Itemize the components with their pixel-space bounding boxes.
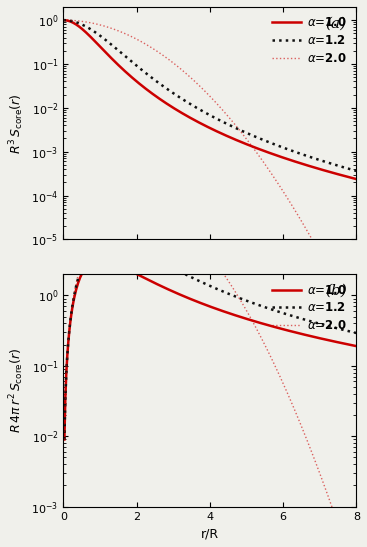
$\alpha$=$\mathbf{1.2}$: [294, 313, 298, 320]
$\alpha$=$\mathbf{2.0}$: [62, 436, 66, 443]
$\alpha$=$\mathbf{1.2}$: [236, 126, 240, 132]
$\alpha$=$\mathbf{1.0}$: [327, 168, 331, 175]
$\alpha$=$\mathbf{2.0}$: [135, 203, 139, 210]
Y-axis label: $R^3\,S_{\rm core}(r)$: $R^3\,S_{\rm core}(r)$: [7, 93, 26, 154]
$\alpha$=$\mathbf{2.0}$: [158, 209, 163, 216]
$\alpha$=$\mathbf{1.2}$: [219, 288, 224, 294]
Line: $\alpha$=$\mathbf{1.2}$: $\alpha$=$\mathbf{1.2}$: [63, 20, 356, 171]
$\alpha$=$\mathbf{1.0}$: [158, 282, 163, 289]
$\alpha$=$\mathbf{1.0}$: [62, 436, 66, 443]
$\alpha$=$\mathbf{1.2}$: [61, 17, 66, 24]
$\alpha$=$\mathbf{1.0}$: [98, 257, 102, 264]
Line: $\alpha$=$\mathbf{2.0}$: $\alpha$=$\mathbf{2.0}$: [63, 20, 356, 325]
$\alpha$=$\mathbf{1.0}$: [241, 139, 245, 146]
$\alpha$=$\mathbf{1.2}$: [158, 258, 163, 265]
Legend: $\alpha$=$\mathbf{1.0}$, $\alpha$=$\mathbf{1.2}$, $\alpha$=$\mathbf{2.0}$: $\alpha$=$\mathbf{1.0}$, $\alpha$=$\math…: [268, 13, 350, 68]
$\alpha$=$\mathbf{2.0}$: [235, 124, 239, 130]
$\alpha$=$\mathbf{1.0}$: [236, 137, 240, 144]
$\alpha$=$\mathbf{1.0}$: [354, 343, 359, 350]
$\alpha$=$\mathbf{1.0}$: [62, 17, 66, 24]
$\alpha$=$\mathbf{1.2}$: [247, 298, 251, 305]
$\alpha$=$\mathbf{2.0}$: [61, 17, 66, 24]
Line: $\alpha$=$\mathbf{1.2}$: $\alpha$=$\mathbf{1.2}$: [64, 241, 356, 439]
$\alpha$=$\mathbf{1.0}$: [247, 316, 251, 323]
$\alpha$=$\mathbf{1.0}$: [354, 176, 359, 182]
$\alpha$=$\mathbf{1.2}$: [108, 237, 113, 244]
$\alpha$=$\mathbf{1.2}$: [62, 17, 66, 24]
$\alpha$=$\mathbf{2.0}$: [325, 490, 329, 497]
$\alpha$=$\mathbf{1.0}$: [325, 336, 329, 343]
$\alpha$=$\mathbf{2.0}$: [247, 311, 251, 318]
$\alpha$=$\mathbf{2.0}$: [62, 17, 66, 24]
$\alpha$=$\mathbf{1.2}$: [308, 154, 313, 160]
$\alpha$=$\mathbf{1.0}$: [61, 17, 66, 24]
$\alpha$=$\mathbf{1.0}$: [69, 312, 73, 318]
Line: $\alpha$=$\mathbf{1.0}$: $\alpha$=$\mathbf{1.0}$: [63, 20, 356, 179]
X-axis label: r/R: r/R: [201, 527, 219, 540]
$\alpha$=$\mathbf{2.0}$: [236, 125, 240, 131]
Line: $\alpha$=$\mathbf{2.0}$: $\alpha$=$\mathbf{2.0}$: [64, 206, 356, 547]
$\alpha$=$\mathbf{1.0}$: [219, 307, 224, 314]
$\alpha$=$\mathbf{1.0}$: [308, 163, 313, 170]
$\alpha$=$\mathbf{1.2}$: [327, 160, 331, 166]
$\alpha$=$\mathbf{1.0}$: [294, 329, 298, 336]
Legend: $\alpha$=$\mathbf{1.0}$, $\alpha$=$\mathbf{1.2}$, $\alpha$=$\mathbf{2.0}$: $\alpha$=$\mathbf{1.0}$, $\alpha$=$\math…: [268, 280, 350, 336]
$\alpha$=$\mathbf{1.2}$: [354, 168, 359, 174]
Text: (b): (b): [326, 283, 348, 298]
$\alpha$=$\mathbf{1.2}$: [62, 436, 66, 443]
Text: (a): (a): [326, 16, 347, 30]
$\alpha$=$\mathbf{1.2}$: [235, 125, 239, 132]
$\alpha$=$\mathbf{1.2}$: [354, 330, 359, 336]
$\alpha$=$\mathbf{1.2}$: [325, 322, 329, 329]
$\alpha$=$\mathbf{2.0}$: [308, 233, 313, 240]
$\alpha$=$\mathbf{2.0}$: [219, 267, 224, 274]
$\alpha$=$\mathbf{2.0}$: [294, 409, 298, 416]
$\alpha$=$\mathbf{2.0}$: [354, 322, 359, 328]
$\alpha$=$\mathbf{2.0}$: [241, 131, 245, 137]
Line: $\alpha$=$\mathbf{1.0}$: $\alpha$=$\mathbf{1.0}$: [64, 260, 356, 439]
$\alpha$=$\mathbf{2.0}$: [327, 267, 331, 274]
$\alpha$=$\mathbf{1.2}$: [69, 310, 73, 317]
$\alpha$=$\mathbf{1.0}$: [235, 137, 239, 143]
$\alpha$=$\mathbf{2.0}$: [69, 310, 73, 316]
$\alpha$=$\mathbf{1.2}$: [241, 128, 245, 135]
Y-axis label: $R\,4\pi\,r^2\,S_{\rm core}(r)$: $R\,4\pi\,r^2\,S_{\rm core}(r)$: [7, 348, 26, 433]
